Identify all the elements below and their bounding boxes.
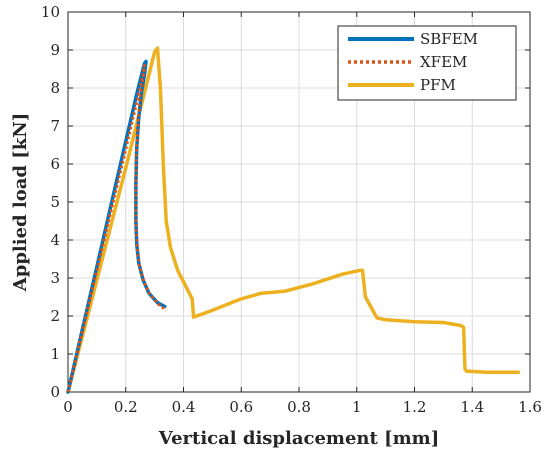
x-tick-label: 1.2 — [403, 398, 427, 416]
y-tick-label: 5 — [50, 193, 60, 211]
y-axis-label: Applied load [kN] — [10, 113, 31, 292]
y-tick-label: 8 — [50, 79, 60, 97]
x-tick-label: 0.6 — [229, 398, 253, 416]
x-tick-label: 0.2 — [114, 398, 138, 416]
legend-label-sbfem: SBFEM — [420, 30, 478, 48]
y-tick-label: 2 — [50, 307, 60, 325]
x-tick-label: 1.4 — [460, 398, 484, 416]
legend: SBFEM XFEM PFM — [337, 25, 517, 101]
legend-entries: SBFEM XFEM PFM — [348, 30, 478, 94]
y-tick-label: 7 — [50, 117, 60, 135]
y-tick-label: 9 — [50, 41, 60, 59]
legend-label-pfm: PFM — [420, 76, 456, 94]
legend-label-xfem: XFEM — [420, 53, 467, 71]
plot-series — [66, 46, 521, 394]
y-tick-label: 10 — [41, 3, 60, 21]
series-line-pfm — [66, 46, 521, 394]
axis-ticks: 0 0.2 0.4 0.6 0.8 1 1.2 1.4 1.6 0 1 2 3 4 5 6 7 8 9 10 — [41, 3, 542, 416]
y-tick-label: 4 — [50, 231, 60, 249]
y-tick-label: 1 — [50, 345, 60, 363]
y-tick-label: 3 — [50, 269, 60, 287]
x-tick-label: 0.8 — [287, 398, 311, 416]
y-tick-label: 6 — [50, 155, 60, 173]
y-tick-label: 0 — [50, 383, 60, 401]
x-tick-label: 1.6 — [518, 398, 542, 416]
x-tick-label: 0.4 — [172, 398, 196, 416]
series-line-xfem — [66, 63, 168, 393]
x-tick-label: 0 — [63, 398, 73, 416]
x-tick-label: 1 — [352, 398, 362, 416]
x-axis-label: Vertical displacement [mm] — [158, 428, 439, 449]
